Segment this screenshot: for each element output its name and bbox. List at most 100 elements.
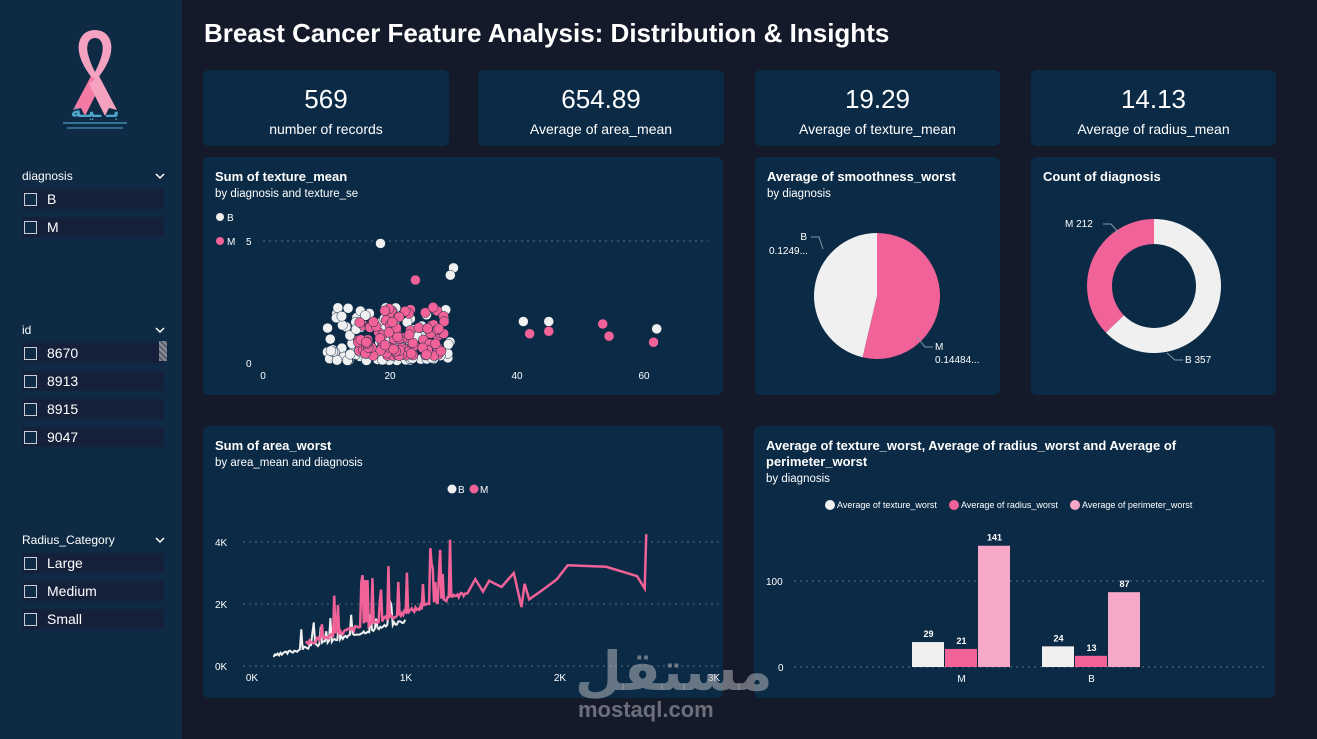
chart-subtitle: by diagnosis <box>766 473 830 485</box>
scatter-point[interactable] <box>410 274 421 286</box>
scatter-point[interactable] <box>379 305 391 317</box>
slicer-option-medium[interactable]: Medium <box>22 581 164 601</box>
checkbox[interactable] <box>24 430 37 444</box>
sidebar: بـ ـيـة diagnosis B M id 8670 8913 8915 … <box>0 0 182 739</box>
checkbox[interactable] <box>24 402 37 416</box>
slicer-option-b[interactable]: B <box>22 189 164 209</box>
checkbox[interactable] <box>24 556 37 570</box>
scatter-point[interactable] <box>421 349 432 361</box>
scatter-point[interactable] <box>438 316 450 327</box>
scatter-point[interactable] <box>375 238 386 249</box>
slicer-option-small[interactable]: Small <box>22 609 164 629</box>
bar-chart-card[interactable]: Average of texture_worst, Average of rad… <box>754 426 1275 698</box>
scatter-point[interactable] <box>597 318 608 330</box>
x-category-label: B <box>1088 674 1095 685</box>
y-tick: 100 <box>766 577 783 588</box>
kpi-card-texture-mean[interactable]: 19.29 Average of texture_mean <box>755 70 1000 146</box>
scatter-point[interactable] <box>388 343 399 355</box>
slicer-option-large[interactable]: Large <box>22 553 164 573</box>
checkbox[interactable] <box>24 612 37 626</box>
scatter-point[interactable] <box>344 349 356 360</box>
x-tick: 3K <box>708 673 721 684</box>
scatter-point[interactable] <box>387 316 398 328</box>
bar[interactable] <box>912 642 944 667</box>
slicer-option-8670[interactable]: 8670 <box>22 343 164 363</box>
scatter-point[interactable] <box>403 329 415 340</box>
chevron-down-icon[interactable] <box>153 169 167 183</box>
scatter-point[interactable] <box>430 338 441 350</box>
scatter-point[interactable] <box>324 333 336 345</box>
pie-slice-m[interactable] <box>862 233 940 359</box>
pie-slice-b[interactable] <box>813 233 877 358</box>
scatter-point[interactable] <box>413 322 425 333</box>
scatter-point[interactable] <box>342 303 354 314</box>
kpi-card-radius-mean[interactable]: 14.13 Average of radius_mean <box>1031 70 1276 146</box>
pie-label-b: B <box>800 232 807 243</box>
chevron-down-icon[interactable] <box>153 323 167 337</box>
chevron-down-icon[interactable] <box>153 533 167 547</box>
checkbox[interactable] <box>24 374 37 388</box>
checkbox[interactable] <box>24 346 37 360</box>
line-chart-card[interactable]: Sum of area_worst by area_mean and diagn… <box>203 426 723 698</box>
scatter-point[interactable] <box>524 328 535 339</box>
scatter-point[interactable] <box>392 331 403 343</box>
bar[interactable] <box>978 545 1010 667</box>
y-tick: 4K <box>215 538 228 549</box>
bar[interactable] <box>1108 592 1140 667</box>
donut-chart-card[interactable]: Count of diagnosis M 212 B 357 <box>1031 157 1276 395</box>
checkbox[interactable] <box>24 584 37 598</box>
scatter-point[interactable] <box>445 269 456 281</box>
scatter-point[interactable] <box>354 317 365 328</box>
scatter-point[interactable] <box>420 307 431 318</box>
checkbox[interactable] <box>24 192 37 206</box>
legend-label-m: M <box>480 485 488 496</box>
scatter-point[interactable] <box>379 339 391 351</box>
line-series-m[interactable] <box>304 534 648 647</box>
scatter-point[interactable] <box>648 337 659 348</box>
pie-value-b: 0.1249... <box>769 246 808 257</box>
scrollbar-thumb[interactable] <box>159 341 167 361</box>
scatter-point[interactable] <box>422 323 433 334</box>
scatter-point[interactable] <box>325 345 337 356</box>
bar-data-label: 29 <box>923 629 933 639</box>
scatter-point[interactable] <box>361 336 372 348</box>
scatter-point[interactable] <box>383 327 395 338</box>
scatter-point[interactable] <box>433 323 445 334</box>
scatter-point[interactable] <box>322 322 333 334</box>
legend-label-perimeter: Average of perimeter_worst <box>1082 500 1193 510</box>
kpi-card-area-mean[interactable]: 654.89 Average of area_mean <box>478 70 724 146</box>
bar[interactable] <box>1042 646 1074 667</box>
scatter-point[interactable] <box>443 339 454 350</box>
x-tick: 20 <box>384 371 396 382</box>
slicer-option-9047[interactable]: 9047 <box>22 427 164 447</box>
slicer-radius-label: Radius_Category <box>22 533 115 547</box>
slicer-option-m[interactable]: M <box>22 217 164 237</box>
scatter-point[interactable] <box>405 348 417 359</box>
legend-marker-m <box>469 484 479 494</box>
pie-chart-card[interactable]: Average of smoothness_worst by diagnosis… <box>755 157 1000 395</box>
slicer-option-8913[interactable]: 8913 <box>22 371 164 391</box>
scatter-point[interactable] <box>651 323 662 335</box>
checkbox[interactable] <box>24 220 37 234</box>
kpi-value: 19.29 <box>844 84 911 114</box>
kpi-card-records[interactable]: 569 number of records <box>203 70 449 146</box>
scatter-chart-card[interactable]: Sum of texture_mean by diagnosis and tex… <box>203 157 723 395</box>
scatter-point[interactable] <box>543 316 554 327</box>
slicer-option-8915[interactable]: 8915 <box>22 399 164 419</box>
scatter-point[interactable] <box>518 316 529 327</box>
scatter-point[interactable] <box>427 302 439 313</box>
scatter-point[interactable] <box>543 326 554 337</box>
scatter-point[interactable] <box>435 345 447 357</box>
scatter-point[interactable] <box>336 310 348 322</box>
donut-slice-b[interactable] <box>1105 219 1221 353</box>
bar[interactable] <box>1075 655 1107 667</box>
scatter-points <box>322 238 662 366</box>
bar[interactable] <box>945 648 977 667</box>
kpi-value: 14.13 <box>1120 84 1187 114</box>
donut-slice-m[interactable] <box>1087 219 1154 333</box>
scatter-point[interactable] <box>368 316 379 328</box>
scatter-point[interactable] <box>603 330 615 342</box>
scatter-point[interactable] <box>331 354 343 366</box>
x-tick: 40 <box>511 371 523 382</box>
kpi-label: Average of texture_mean <box>799 121 956 137</box>
